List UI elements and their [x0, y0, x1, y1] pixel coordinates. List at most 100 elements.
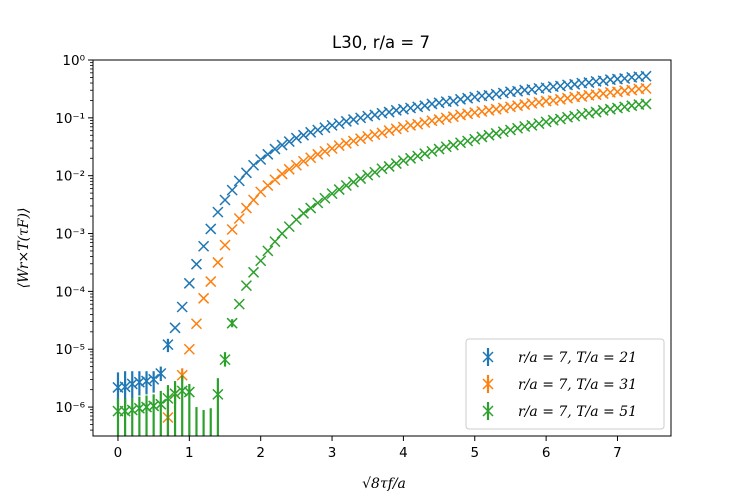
data-point	[219, 194, 231, 206]
legend-item: r/a = 7, T/a = 31	[482, 375, 637, 393]
data-point	[169, 388, 181, 400]
data-point	[205, 276, 217, 288]
data-point	[226, 317, 238, 329]
data-point	[212, 206, 224, 218]
data-point	[540, 116, 552, 128]
data-point	[126, 404, 138, 416]
data-point	[497, 126, 509, 138]
data-point	[355, 133, 367, 145]
data-point	[233, 298, 245, 310]
data-point	[383, 106, 395, 118]
x-tick-label: 3	[328, 445, 337, 461]
data-point	[233, 212, 245, 225]
data-point	[269, 143, 281, 155]
x-axis-label: √8τf/a	[362, 476, 406, 492]
data-point	[412, 118, 424, 130]
data-point	[326, 142, 338, 155]
data-point	[447, 111, 459, 123]
data-point	[290, 132, 302, 144]
data-point	[176, 301, 188, 313]
data-point	[383, 160, 395, 172]
chart-title: L30, r/a = 7	[332, 33, 430, 52]
data-marks	[112, 70, 652, 436]
data-point	[276, 168, 288, 180]
data-point	[476, 131, 488, 143]
data-point	[340, 137, 352, 149]
legend-item: r/a = 7, T/a = 51	[482, 402, 637, 420]
data-point	[262, 245, 274, 257]
data-point	[355, 173, 367, 185]
y-tick-label: 10⁻¹	[55, 111, 85, 127]
data-point	[504, 124, 516, 136]
data-point	[512, 122, 524, 134]
data-point	[305, 152, 317, 164]
data-point	[440, 141, 452, 153]
data-point	[290, 159, 302, 171]
data-point	[126, 378, 138, 390]
data-point	[248, 159, 260, 171]
data-point	[155, 398, 167, 410]
data-point	[312, 197, 324, 209]
x-tick-label: 6	[542, 445, 551, 461]
data-point	[148, 400, 160, 412]
data-point	[326, 119, 338, 131]
data-point	[205, 223, 217, 235]
data-point	[262, 179, 274, 192]
data-point	[169, 322, 181, 334]
data-point	[362, 169, 374, 181]
legend: r/a = 7, T/a = 21 r/a = 7, T/a = 31 r/a = …	[465, 338, 665, 430]
data-point	[640, 98, 652, 110]
data-point	[255, 153, 267, 166]
data-point	[569, 110, 581, 122]
data-point	[283, 136, 295, 148]
data-point	[347, 114, 359, 126]
data-point	[490, 127, 502, 139]
data-point	[276, 139, 288, 151]
data-point	[397, 121, 409, 133]
data-point	[369, 129, 381, 141]
data-point	[305, 202, 317, 214]
data-point	[326, 188, 338, 200]
data-point	[305, 126, 317, 138]
data-point	[162, 339, 174, 351]
data-point	[262, 148, 274, 160]
legend-label: r/a = 7, T/a = 51	[518, 404, 637, 420]
data-point	[433, 114, 445, 126]
data-point	[590, 106, 602, 118]
y-tick-label: 10⁻⁴	[55, 284, 85, 300]
data-point	[140, 375, 153, 387]
y-tick-label: 10⁻³	[55, 227, 85, 243]
data-point	[219, 239, 231, 251]
data-point	[376, 163, 388, 175]
data-point	[554, 113, 566, 125]
data-point	[212, 256, 224, 268]
x-tick-label: 1	[185, 445, 194, 461]
data-point	[312, 148, 324, 160]
data-point	[198, 292, 210, 304]
chart-title-text: L30, r/a = 7	[332, 33, 430, 52]
data-point	[397, 155, 409, 167]
data-point	[433, 143, 445, 155]
x-tick-label: 2	[256, 445, 265, 461]
data-point	[297, 129, 310, 141]
y-axis: 10⁰ 10⁻¹ 10⁻² 10⁻³ 10⁻⁴ 10⁻⁵ 10⁻⁶	[55, 53, 93, 431]
data-point	[190, 318, 202, 330]
data-point	[283, 163, 295, 175]
x-tick-label: 0	[114, 445, 123, 461]
data-point	[183, 343, 195, 355]
data-point	[447, 95, 459, 107]
data-point	[419, 116, 431, 129]
x-tick-label: 5	[470, 445, 479, 461]
data-point	[390, 158, 402, 170]
data-point	[369, 109, 381, 121]
data-point	[347, 176, 359, 188]
data-point	[219, 354, 231, 366]
data-point	[526, 119, 538, 131]
data-point	[319, 145, 331, 157]
data-point	[419, 100, 431, 112]
data-point	[533, 118, 545, 130]
data-point	[376, 127, 388, 139]
legend-box	[465, 338, 665, 430]
y-tick-label: 10⁻⁵	[55, 342, 85, 358]
